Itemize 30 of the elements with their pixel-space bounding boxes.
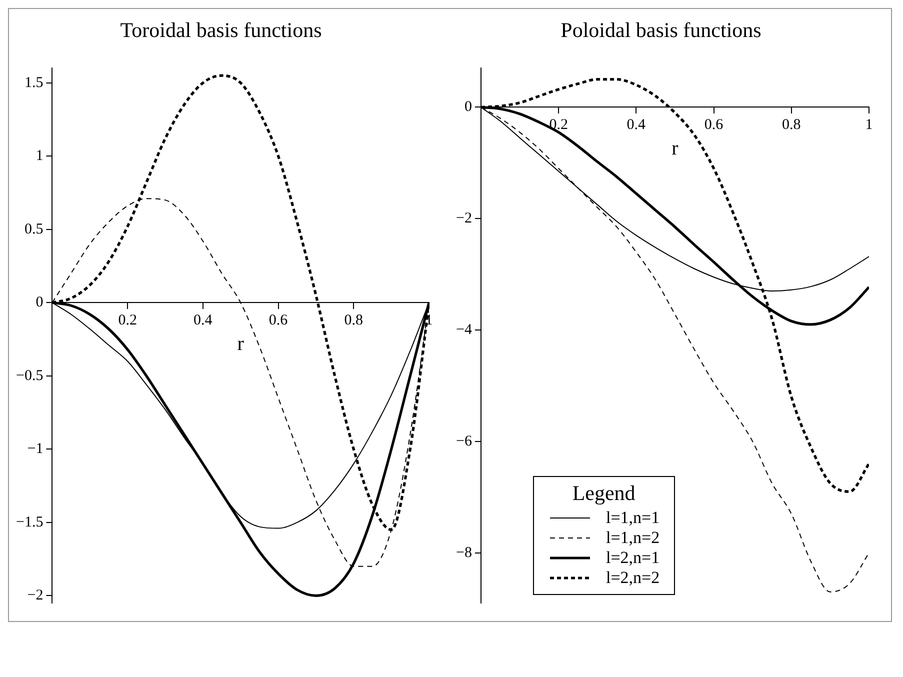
chart-title: Toroidal basis functions (120, 18, 322, 42)
x-tick-label: 0.8 (344, 312, 364, 329)
y-tick-label: −1.5 (16, 514, 44, 530)
x-axis-title: r (672, 137, 679, 160)
x-tick-label: 0.6 (268, 312, 288, 329)
chart-title: Poloidal basis functions (560, 18, 762, 42)
y-tick-label: 1 (36, 148, 44, 164)
x-tick-label: 0.2 (118, 312, 137, 329)
y-tick-label: −8 (456, 544, 472, 561)
y-tick-label: −0.5 (16, 368, 44, 384)
x-tick-label: 1 (865, 117, 873, 134)
x-tick-label: 0.4 (626, 117, 646, 134)
y-tick-label: 0 (464, 99, 472, 116)
y-tick-label: −4 (456, 322, 472, 338)
legend-label: l=2,n=2 (606, 568, 660, 588)
legend-label: l=1,n=2 (606, 528, 660, 548)
y-tick-label: −2 (456, 210, 472, 227)
y-tick-label: −2 (27, 588, 44, 604)
y-tick-label: −1 (27, 441, 44, 458)
legend-label: l=1,n=1 (606, 508, 660, 528)
y-tick-label: 0 (36, 294, 44, 311)
x-axis-title: r (237, 332, 244, 355)
legend-label: l=2,n=1 (606, 548, 660, 568)
x-tick-label: 0.8 (782, 117, 801, 134)
x-tick-label: 0.4 (194, 312, 213, 329)
y-tick-label: 1.5 (24, 74, 44, 91)
y-tick-label: 0.5 (24, 221, 44, 238)
x-tick-label: 0.6 (704, 117, 724, 134)
y-tick-label: −6 (456, 433, 472, 450)
legend-title: Legend (571, 481, 636, 506)
